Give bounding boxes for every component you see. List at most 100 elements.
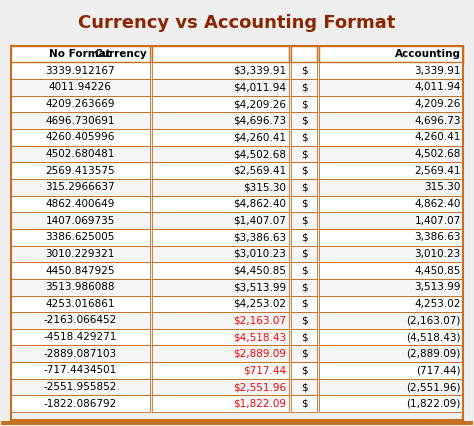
FancyBboxPatch shape: [152, 379, 289, 395]
FancyBboxPatch shape: [291, 395, 317, 412]
FancyBboxPatch shape: [11, 96, 150, 112]
Text: (4,518.43): (4,518.43): [406, 332, 461, 342]
Text: 3,010.23: 3,010.23: [415, 249, 461, 259]
FancyBboxPatch shape: [291, 196, 317, 212]
Text: Currency vs Accounting Format: Currency vs Accounting Format: [78, 14, 396, 32]
FancyBboxPatch shape: [291, 162, 317, 179]
FancyBboxPatch shape: [319, 329, 463, 345]
FancyBboxPatch shape: [11, 312, 150, 329]
Text: $717.44: $717.44: [243, 366, 286, 375]
Text: $: $: [301, 182, 308, 192]
FancyBboxPatch shape: [11, 279, 150, 296]
FancyBboxPatch shape: [152, 229, 289, 245]
FancyBboxPatch shape: [319, 179, 463, 196]
FancyBboxPatch shape: [319, 196, 463, 212]
Text: 4,696.73: 4,696.73: [414, 116, 461, 126]
FancyBboxPatch shape: [291, 146, 317, 162]
FancyBboxPatch shape: [152, 196, 289, 212]
Text: $: $: [301, 216, 308, 226]
Text: $1,822.09: $1,822.09: [234, 399, 286, 409]
FancyBboxPatch shape: [319, 63, 463, 79]
FancyBboxPatch shape: [11, 146, 150, 162]
FancyBboxPatch shape: [11, 129, 150, 146]
Text: $4,209.26: $4,209.26: [234, 99, 286, 109]
FancyBboxPatch shape: [152, 245, 289, 262]
FancyBboxPatch shape: [291, 345, 317, 362]
FancyBboxPatch shape: [291, 262, 317, 279]
Text: 4,011.94: 4,011.94: [414, 83, 461, 92]
Text: 4209.263669: 4209.263669: [46, 99, 115, 109]
FancyBboxPatch shape: [152, 146, 289, 162]
FancyBboxPatch shape: [152, 63, 289, 79]
FancyBboxPatch shape: [319, 129, 463, 146]
Text: 4260.405996: 4260.405996: [46, 132, 115, 142]
Text: -4518.429271: -4518.429271: [44, 332, 117, 342]
Text: $: $: [301, 83, 308, 92]
Text: $: $: [301, 265, 308, 276]
Text: 4,862.40: 4,862.40: [414, 199, 461, 209]
FancyBboxPatch shape: [152, 395, 289, 412]
Text: (2,163.07): (2,163.07): [407, 316, 461, 325]
Text: $2,551.96: $2,551.96: [233, 382, 286, 392]
FancyBboxPatch shape: [291, 46, 317, 63]
FancyBboxPatch shape: [11, 345, 150, 362]
Text: 4862.400649: 4862.400649: [46, 199, 115, 209]
Text: Accounting: Accounting: [395, 49, 461, 59]
FancyBboxPatch shape: [11, 296, 150, 312]
Text: $: $: [301, 116, 308, 126]
FancyBboxPatch shape: [319, 79, 463, 96]
Text: No Format: No Format: [49, 49, 111, 59]
Text: (717.44): (717.44): [416, 366, 461, 375]
FancyBboxPatch shape: [152, 362, 289, 379]
Text: 3513.986088: 3513.986088: [46, 282, 115, 292]
FancyBboxPatch shape: [291, 79, 317, 96]
Text: $: $: [301, 132, 308, 142]
FancyBboxPatch shape: [11, 262, 150, 279]
Text: 4,253.02: 4,253.02: [414, 299, 461, 309]
Text: 1407.069735: 1407.069735: [46, 216, 115, 226]
FancyBboxPatch shape: [319, 345, 463, 362]
FancyBboxPatch shape: [152, 112, 289, 129]
Text: 2,569.41: 2,569.41: [414, 166, 461, 176]
FancyBboxPatch shape: [152, 296, 289, 312]
FancyBboxPatch shape: [319, 296, 463, 312]
FancyBboxPatch shape: [152, 312, 289, 329]
FancyBboxPatch shape: [319, 229, 463, 245]
Text: 3,386.63: 3,386.63: [414, 232, 461, 242]
FancyBboxPatch shape: [319, 162, 463, 179]
Text: 4450.847925: 4450.847925: [46, 265, 115, 276]
Text: -2163.066452: -2163.066452: [44, 316, 117, 325]
Text: $3,386.63: $3,386.63: [233, 232, 286, 242]
Text: -717.4434501: -717.4434501: [44, 366, 117, 375]
FancyBboxPatch shape: [291, 379, 317, 395]
Text: 1,407.07: 1,407.07: [415, 216, 461, 226]
Text: $4,011.94: $4,011.94: [234, 83, 286, 92]
Text: (2,889.09): (2,889.09): [407, 349, 461, 359]
Text: $: $: [301, 316, 308, 325]
Text: Currency: Currency: [95, 49, 147, 59]
FancyBboxPatch shape: [152, 329, 289, 345]
FancyBboxPatch shape: [291, 329, 317, 345]
FancyBboxPatch shape: [319, 312, 463, 329]
FancyBboxPatch shape: [319, 112, 463, 129]
Text: $: $: [301, 366, 308, 375]
FancyBboxPatch shape: [291, 245, 317, 262]
FancyBboxPatch shape: [11, 379, 150, 395]
FancyBboxPatch shape: [152, 129, 289, 146]
FancyBboxPatch shape: [11, 245, 150, 262]
FancyBboxPatch shape: [152, 212, 289, 229]
FancyBboxPatch shape: [319, 46, 463, 63]
Text: 3,513.99: 3,513.99: [414, 282, 461, 292]
FancyBboxPatch shape: [319, 379, 463, 395]
FancyBboxPatch shape: [11, 63, 150, 79]
FancyBboxPatch shape: [11, 112, 150, 129]
Text: 2569.413575: 2569.413575: [46, 166, 115, 176]
FancyBboxPatch shape: [319, 212, 463, 229]
FancyBboxPatch shape: [319, 245, 463, 262]
FancyBboxPatch shape: [152, 179, 289, 196]
Text: 4502.680481: 4502.680481: [46, 149, 115, 159]
FancyBboxPatch shape: [319, 96, 463, 112]
FancyBboxPatch shape: [11, 395, 150, 412]
Text: 4,502.68: 4,502.68: [414, 149, 461, 159]
FancyBboxPatch shape: [1, 421, 473, 425]
